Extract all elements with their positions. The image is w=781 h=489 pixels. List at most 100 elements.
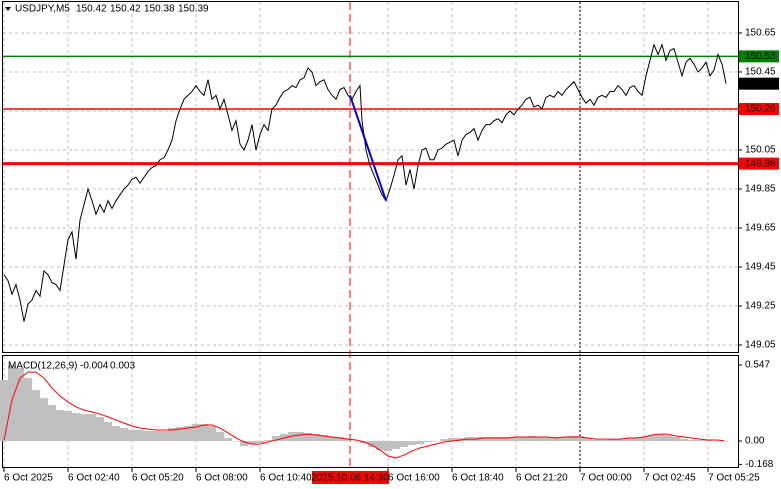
histogram-bar — [608, 439, 616, 442]
x-tick-label: 6 Oct 05:20 — [132, 473, 184, 484]
histogram-bar — [88, 414, 96, 442]
histogram-bar — [504, 436, 512, 442]
histogram-bar — [664, 435, 672, 442]
histogram-bar — [336, 436, 344, 442]
histogram-bar — [640, 436, 648, 442]
histogram-bar — [256, 441, 264, 443]
histogram-bar — [512, 436, 520, 442]
histogram-bar — [168, 427, 176, 442]
histogram-bar — [312, 434, 320, 442]
histogram-bar — [328, 436, 336, 442]
histogram-bar — [192, 424, 200, 442]
histogram-bar — [16, 368, 24, 442]
histogram-bar — [536, 436, 544, 442]
histogram-bar — [544, 436, 552, 442]
histogram-bar — [24, 378, 32, 442]
y-tick-label: 149.45 — [745, 262, 776, 273]
histogram-bar — [320, 435, 328, 442]
histogram-bar — [200, 424, 208, 442]
y-tick-label: 149.25 — [745, 301, 776, 312]
y-tick-label: 149.65 — [745, 223, 776, 234]
histogram-bar — [0, 380, 8, 442]
histogram-bar — [680, 439, 688, 442]
macd-title: MACD(12,26,9) — [8, 361, 77, 372]
x-tick-label: 6 Oct 2025 — [4, 473, 53, 484]
histogram-bar — [176, 426, 184, 442]
histogram-bar — [400, 441, 408, 447]
histogram-bar — [8, 365, 16, 442]
x-tick-label: 7 Oct 05:25 — [708, 473, 760, 484]
histogram-bar — [272, 436, 280, 442]
level-label: 150.53 — [745, 51, 776, 62]
histogram-bar — [232, 441, 240, 442]
histogram-bar — [160, 431, 168, 442]
ohlc-value: 150.39 — [178, 4, 209, 15]
ohlc-value: 150.42 — [76, 4, 107, 15]
ohlc-value: 150.42 — [110, 4, 141, 15]
histogram-bar — [648, 435, 656, 442]
level-label-box — [739, 103, 779, 116]
marker-label: 2025.10.06 14:30 — [311, 473, 389, 484]
histogram-bar — [632, 437, 640, 442]
histogram-bar — [392, 441, 400, 450]
histogram-bar — [184, 426, 192, 442]
histogram-bar — [440, 439, 448, 442]
histogram-bar — [32, 390, 40, 442]
histogram-bar — [152, 431, 160, 442]
histogram-bar — [456, 437, 464, 442]
level-label-box — [739, 157, 779, 170]
histogram-bar — [120, 427, 128, 442]
menu-arrow — [5, 7, 11, 11]
x-tick-label: 6 Oct 18:40 — [452, 473, 504, 484]
level-label: 149.98 — [745, 158, 776, 169]
histogram-bar — [56, 410, 64, 442]
histogram-bar — [128, 430, 136, 442]
macd-readout: 0.003 — [110, 361, 135, 372]
y-tick-label: 149.05 — [745, 340, 776, 351]
y-tick-label: 150.45 — [745, 67, 776, 78]
y-tick-label: 0.00 — [745, 436, 765, 447]
x-tick-label: 6 Oct 02:40 — [68, 473, 120, 484]
y-tick-label: 0.547 — [745, 360, 770, 371]
x-tick-label: 6 Oct 10:40 — [260, 473, 312, 484]
histogram-bar — [416, 441, 424, 445]
histogram-bar — [584, 437, 592, 442]
histogram-bar — [344, 439, 352, 442]
histogram-bar — [616, 439, 624, 442]
histogram-bar — [528, 436, 536, 442]
x-tick-label: 6 Oct 16:00 — [388, 473, 440, 484]
y-tick-label: 149.85 — [745, 184, 776, 195]
histogram-bar — [144, 431, 152, 442]
histogram-bar — [368, 441, 376, 447]
level-label-box — [739, 50, 779, 63]
histogram-bar — [104, 421, 112, 442]
marker-label-box — [312, 471, 389, 484]
histogram-bar — [352, 441, 360, 442]
histogram-bar — [560, 436, 568, 442]
histogram-bar — [688, 440, 696, 442]
histogram-bar — [408, 441, 416, 446]
histogram-bar — [264, 440, 272, 442]
histogram-bar — [568, 436, 576, 442]
histogram-bar — [448, 437, 456, 442]
histogram-bar — [384, 441, 392, 452]
histogram-bar — [576, 436, 584, 442]
histogram-bar — [216, 431, 224, 442]
histogram-bar — [224, 437, 232, 442]
histogram-bar — [592, 440, 600, 442]
histogram-bar — [96, 416, 104, 442]
histogram-bar — [240, 441, 248, 447]
histogram-bar — [424, 441, 432, 442]
histogram-bar — [696, 440, 704, 442]
x-tick-label: 6 Oct 21:20 — [516, 473, 568, 484]
histogram-bar — [480, 436, 488, 442]
histogram-bar — [600, 440, 608, 442]
histogram-bar — [656, 434, 664, 442]
histogram-bar — [80, 414, 88, 442]
x-tick-label: 7 Oct 02:45 — [644, 473, 696, 484]
ohlc-value: 150.38 — [144, 4, 175, 15]
histogram-bar — [488, 436, 496, 442]
histogram-bar — [208, 426, 216, 442]
histogram-bar — [248, 441, 256, 445]
